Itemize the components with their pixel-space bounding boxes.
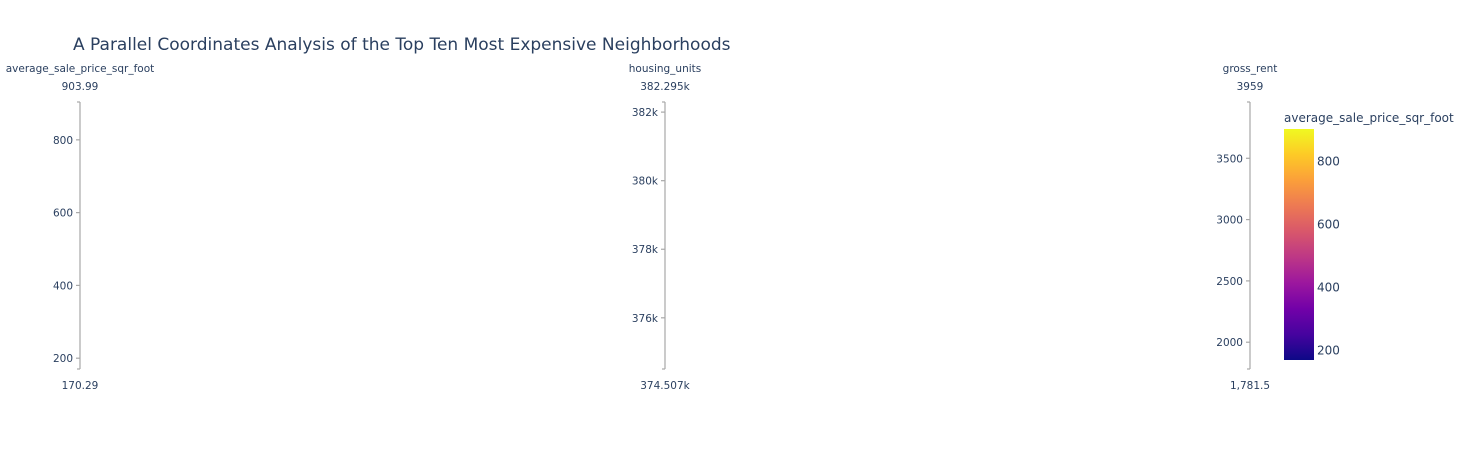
- axis-housing_units[interactable]: housing_units 382.295k 374.507k 376k 378k 380…: [629, 63, 702, 392]
- colorbar: average_sale_price_sqr_foot 200 400 600 800: [1284, 111, 1454, 360]
- axis-tick-label: 3500: [1216, 153, 1243, 165]
- axis-gross_rent[interactable]: gross_rent 3959 1,781.5 2000 2500 3000 3500: [1216, 63, 1277, 392]
- colorbar-tick-label: 600: [1317, 218, 1340, 232]
- axis-tick-label: 800: [53, 135, 73, 147]
- colorbar-tick-label: 200: [1317, 344, 1340, 358]
- axis-range-min-label: 170.29: [62, 380, 99, 392]
- axis-tick-label: 600: [53, 208, 73, 220]
- axis-tick-label: 382k: [632, 107, 659, 119]
- axis-tick-label: 380k: [632, 176, 659, 188]
- axis-range-max-label: 903.99: [62, 81, 99, 93]
- axis-tick-label: 2500: [1216, 276, 1243, 288]
- axis-tick-label: 376k: [632, 313, 659, 325]
- colorbar-title: average_sale_price_sqr_foot: [1284, 111, 1454, 125]
- axis-tick-label: 200: [53, 353, 73, 365]
- axis-tick-label: 2000: [1216, 337, 1243, 349]
- axis-tick-label: 400: [53, 280, 73, 292]
- axis-average_sale_price_sqr_foot[interactable]: average_sale_price_sqr_foot 903.99 170.29 2…: [6, 63, 155, 392]
- axis-tick-label: 3000: [1216, 215, 1243, 227]
- axis-tick-label: 378k: [632, 244, 659, 256]
- axis-title: gross_rent: [1223, 63, 1278, 75]
- chart-title: A Parallel Coordinates Analysis of the T…: [73, 35, 731, 55]
- axis-range-min-label: 374.507k: [640, 380, 690, 392]
- colorbar-tick-label: 800: [1317, 155, 1340, 169]
- axis-title: housing_units: [629, 63, 702, 75]
- colorbar-gradient: [1284, 129, 1314, 360]
- axis-title: average_sale_price_sqr_foot: [6, 63, 155, 75]
- axis-range-max-label: 382.295k: [640, 81, 690, 93]
- axis-range-max-label: 3959: [1237, 81, 1264, 93]
- axis-range-min-label: 1,781.5: [1230, 380, 1270, 392]
- colorbar-tick-label: 400: [1317, 281, 1340, 295]
